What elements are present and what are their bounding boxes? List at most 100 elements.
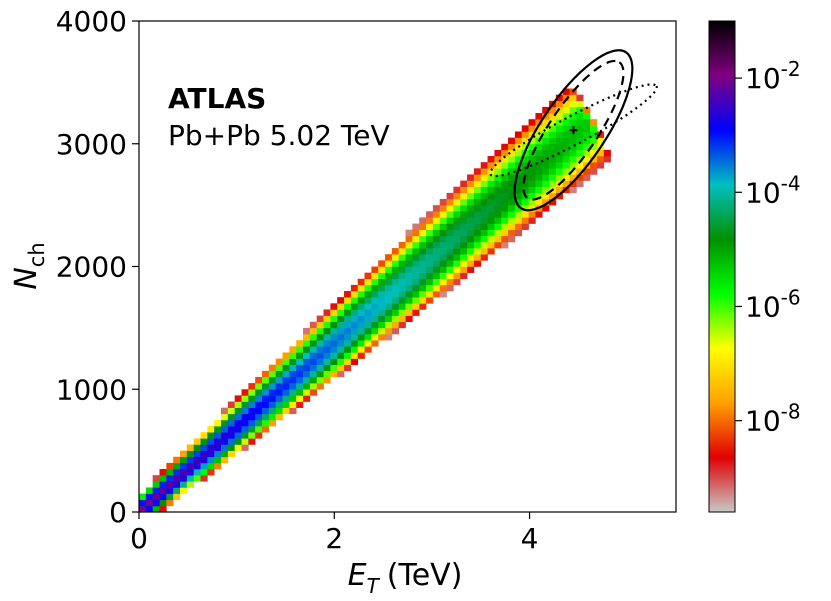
heatmap-cell (528, 205, 536, 212)
heatmap-cell (501, 217, 509, 224)
heatmap-cell (419, 266, 427, 273)
heatmap-cell (241, 432, 249, 439)
heatmap-cell (323, 327, 331, 335)
heatmap-cell (419, 284, 427, 292)
heatmap-cell (385, 266, 393, 273)
heatmap-cell (521, 137, 529, 145)
heatmap-cell (303, 370, 311, 378)
heatmap-cell (480, 180, 488, 188)
heatmap-cell (275, 389, 283, 396)
heatmap-cell (514, 162, 523, 169)
heatmap-cell (221, 419, 229, 427)
heatmap-cell (501, 192, 509, 200)
heatmap-cell (330, 303, 338, 310)
heatmap-cell (562, 106, 570, 114)
heatmap-cell (234, 444, 242, 451)
heatmap-cell (193, 462, 201, 470)
heatmap-cell (432, 217, 441, 224)
heatmap-cell (275, 395, 283, 402)
heatmap-cell (467, 223, 475, 230)
heatmap-cell (344, 340, 352, 347)
heatmap-cell (378, 284, 386, 292)
heatmap-cell (590, 143, 598, 151)
heatmap-cell (501, 143, 509, 151)
heatmap-cell (296, 364, 304, 372)
heatmap-cell (603, 149, 611, 157)
heatmap-cell (309, 321, 317, 329)
heatmap-cell (467, 235, 475, 243)
heatmap-cell (378, 303, 386, 310)
heatmap-cell (419, 248, 427, 255)
heatmap-cell (152, 475, 160, 482)
heatmap-cell (145, 505, 153, 512)
heatmap-cell (378, 272, 386, 280)
heatmap-cell (186, 462, 194, 470)
heatmap-cell (173, 469, 181, 476)
heatmap-cell (275, 358, 283, 365)
heatmap-cell (576, 125, 584, 132)
heatmap-cell (542, 174, 550, 181)
heatmap-cell (569, 180, 577, 188)
heatmap-cell (255, 432, 263, 439)
heatmap-cell (590, 137, 598, 145)
heatmap-cell (282, 401, 290, 408)
heatmap-cell (385, 315, 393, 323)
heatmap-cell (514, 174, 523, 181)
heatmap-cell (473, 241, 482, 249)
heatmap-cell (323, 376, 331, 384)
heatmap-cell (487, 186, 495, 194)
heatmap-cell (152, 505, 160, 512)
heatmap-cell (221, 438, 229, 445)
heatmap-cell (268, 401, 276, 408)
heatmap-cell (378, 321, 386, 329)
heatmap-cell (309, 389, 317, 396)
heatmap-cell (398, 278, 406, 286)
heatmap-cell (473, 217, 482, 224)
heatmap-cell (344, 297, 352, 304)
heatmap-cell (439, 223, 447, 230)
heatmap-cell (255, 419, 263, 427)
heatmap-cell (405, 266, 413, 273)
heatmap-cell (501, 241, 509, 249)
heatmap-cell (467, 266, 475, 273)
heatmap-cell (514, 186, 523, 194)
heatmap-cell (221, 450, 229, 458)
heatmap-cell (542, 143, 550, 151)
heatmap-cell (391, 327, 400, 335)
heatmap-cell (549, 180, 557, 188)
heatmap-cell (289, 407, 297, 415)
heatmap-cell (528, 119, 536, 126)
heatmap-cell (193, 456, 201, 464)
heatmap-cell (357, 321, 365, 329)
heatmap-cell (385, 309, 393, 316)
heatmap-cell (323, 321, 331, 329)
heatmap-cell (446, 223, 454, 230)
heatmap-cell (514, 137, 523, 145)
heatmap-cell (316, 352, 324, 359)
heatmap-cell (316, 334, 324, 341)
heatmap-cell (501, 156, 509, 163)
heatmap-cell (241, 401, 249, 408)
heatmap-cell (542, 192, 550, 200)
heatmap-cell (439, 211, 447, 218)
heatmap-cell (514, 217, 523, 224)
heatmap-cell (549, 131, 557, 138)
heatmap-cell (432, 241, 441, 249)
x-axis: 0 2 4 (130, 512, 538, 555)
heatmap-cell (426, 260, 434, 267)
heatmap-cell (467, 186, 475, 194)
heatmap-cell (501, 149, 509, 157)
heatmap-cell (316, 321, 324, 329)
heatmap-cell (398, 291, 406, 298)
heatmap-cell (398, 254, 406, 261)
heatmap-cell (453, 254, 461, 261)
heatmap-cell (385, 291, 393, 298)
heatmap-cell (296, 401, 304, 408)
heatmap-cell (555, 174, 564, 181)
heatmap-cell (412, 241, 420, 249)
heatmap-cell (186, 456, 194, 464)
heatmap-cell (337, 321, 345, 329)
heatmap-cell (303, 383, 311, 390)
heatmap-cell (562, 113, 570, 120)
heatmap-cell (419, 291, 427, 298)
